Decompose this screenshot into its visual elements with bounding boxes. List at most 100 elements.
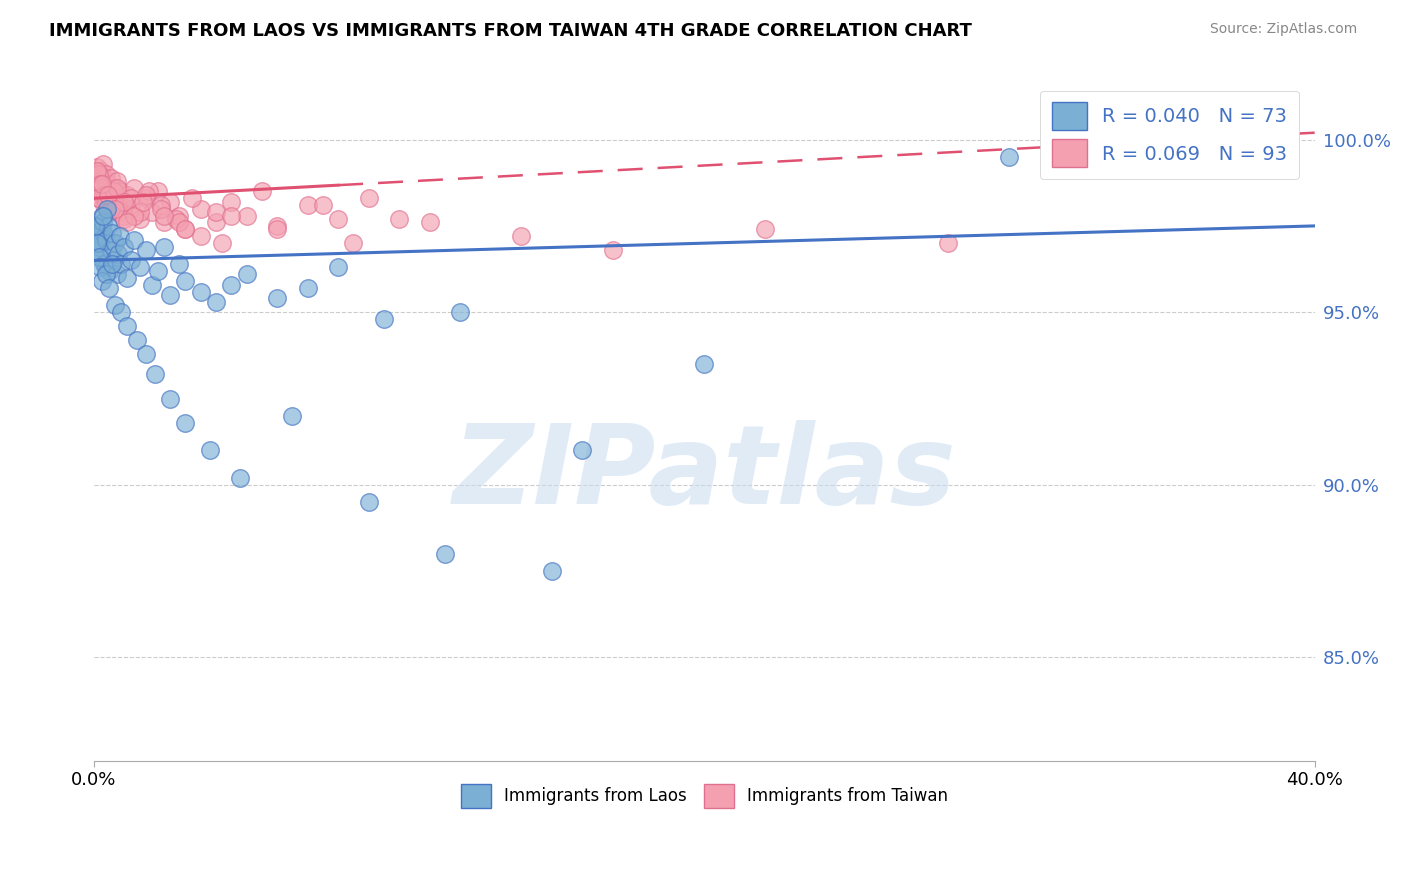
Point <box>86 185 108 199</box>
Point <box>90 222 112 236</box>
Point <box>93 229 115 244</box>
Point <box>94 233 117 247</box>
Point <box>114 194 136 209</box>
Point <box>198 443 221 458</box>
Point <box>388 212 411 227</box>
Point <box>205 205 228 219</box>
Point <box>138 185 160 199</box>
Point <box>94 167 117 181</box>
Point <box>91 178 114 192</box>
Point <box>120 253 142 268</box>
Point <box>94 267 117 281</box>
Point <box>143 368 166 382</box>
Point <box>419 215 441 229</box>
Point <box>180 191 202 205</box>
Point <box>94 194 117 209</box>
Point <box>96 202 118 216</box>
Point <box>141 205 163 219</box>
Text: ZIPatlas: ZIPatlas <box>453 420 956 527</box>
Point <box>98 281 121 295</box>
Point <box>101 226 124 240</box>
Point <box>98 264 121 278</box>
Point <box>91 187 114 202</box>
Point <box>89 260 111 275</box>
Point <box>159 392 181 406</box>
Point <box>540 564 562 578</box>
Point <box>87 167 110 181</box>
Point <box>91 215 114 229</box>
Point <box>326 212 349 227</box>
Point <box>86 163 108 178</box>
Point <box>117 319 139 334</box>
Point <box>93 187 115 202</box>
Point <box>93 257 115 271</box>
Point <box>312 198 335 212</box>
Point <box>165 212 187 227</box>
Point <box>86 170 108 185</box>
Point <box>104 202 127 216</box>
Point <box>342 236 364 251</box>
Point <box>90 163 112 178</box>
Point <box>87 250 110 264</box>
Point <box>998 150 1021 164</box>
Point <box>93 170 115 185</box>
Text: IMMIGRANTS FROM LAOS VS IMMIGRANTS FROM TAIWAN 4TH GRADE CORRELATION CHART: IMMIGRANTS FROM LAOS VS IMMIGRANTS FROM … <box>49 22 972 40</box>
Point <box>87 167 110 181</box>
Point <box>266 219 288 233</box>
Point <box>122 181 145 195</box>
Point <box>105 267 128 281</box>
Point <box>326 260 349 275</box>
Point <box>229 471 252 485</box>
Point <box>120 202 142 216</box>
Point <box>135 243 157 257</box>
Point <box>101 202 124 216</box>
Point <box>110 257 132 271</box>
Point <box>114 209 136 223</box>
Point <box>90 181 112 195</box>
Point <box>91 209 114 223</box>
Point <box>211 236 233 251</box>
Point <box>938 236 960 251</box>
Point <box>104 298 127 312</box>
Point <box>90 187 112 202</box>
Point <box>122 233 145 247</box>
Point <box>235 209 257 223</box>
Text: Source: ZipAtlas.com: Source: ZipAtlas.com <box>1209 22 1357 37</box>
Point <box>754 222 776 236</box>
Point <box>89 191 111 205</box>
Point <box>122 209 145 223</box>
Point <box>90 274 112 288</box>
Point <box>150 198 173 212</box>
Point <box>96 185 118 199</box>
Point <box>146 264 169 278</box>
Point <box>174 416 197 430</box>
Point <box>250 185 273 199</box>
Point <box>114 212 136 227</box>
Point <box>205 215 228 229</box>
Point <box>87 229 110 244</box>
Point <box>159 288 181 302</box>
Point <box>97 187 120 202</box>
Point <box>86 219 108 233</box>
Point <box>169 209 191 223</box>
Point <box>132 194 155 209</box>
Point <box>150 202 173 216</box>
Point <box>141 277 163 292</box>
Point <box>219 209 242 223</box>
Point <box>159 194 181 209</box>
Point <box>98 205 121 219</box>
Point <box>117 187 139 202</box>
Point <box>571 443 593 458</box>
Point <box>107 246 129 260</box>
Point <box>297 281 319 295</box>
Point <box>103 185 125 199</box>
Point <box>105 181 128 195</box>
Point <box>114 239 136 253</box>
Point <box>219 194 242 209</box>
Point <box>297 198 319 212</box>
Point <box>98 191 121 205</box>
Point <box>174 222 197 236</box>
Point <box>94 194 117 209</box>
Point <box>373 312 395 326</box>
Point <box>89 178 111 192</box>
